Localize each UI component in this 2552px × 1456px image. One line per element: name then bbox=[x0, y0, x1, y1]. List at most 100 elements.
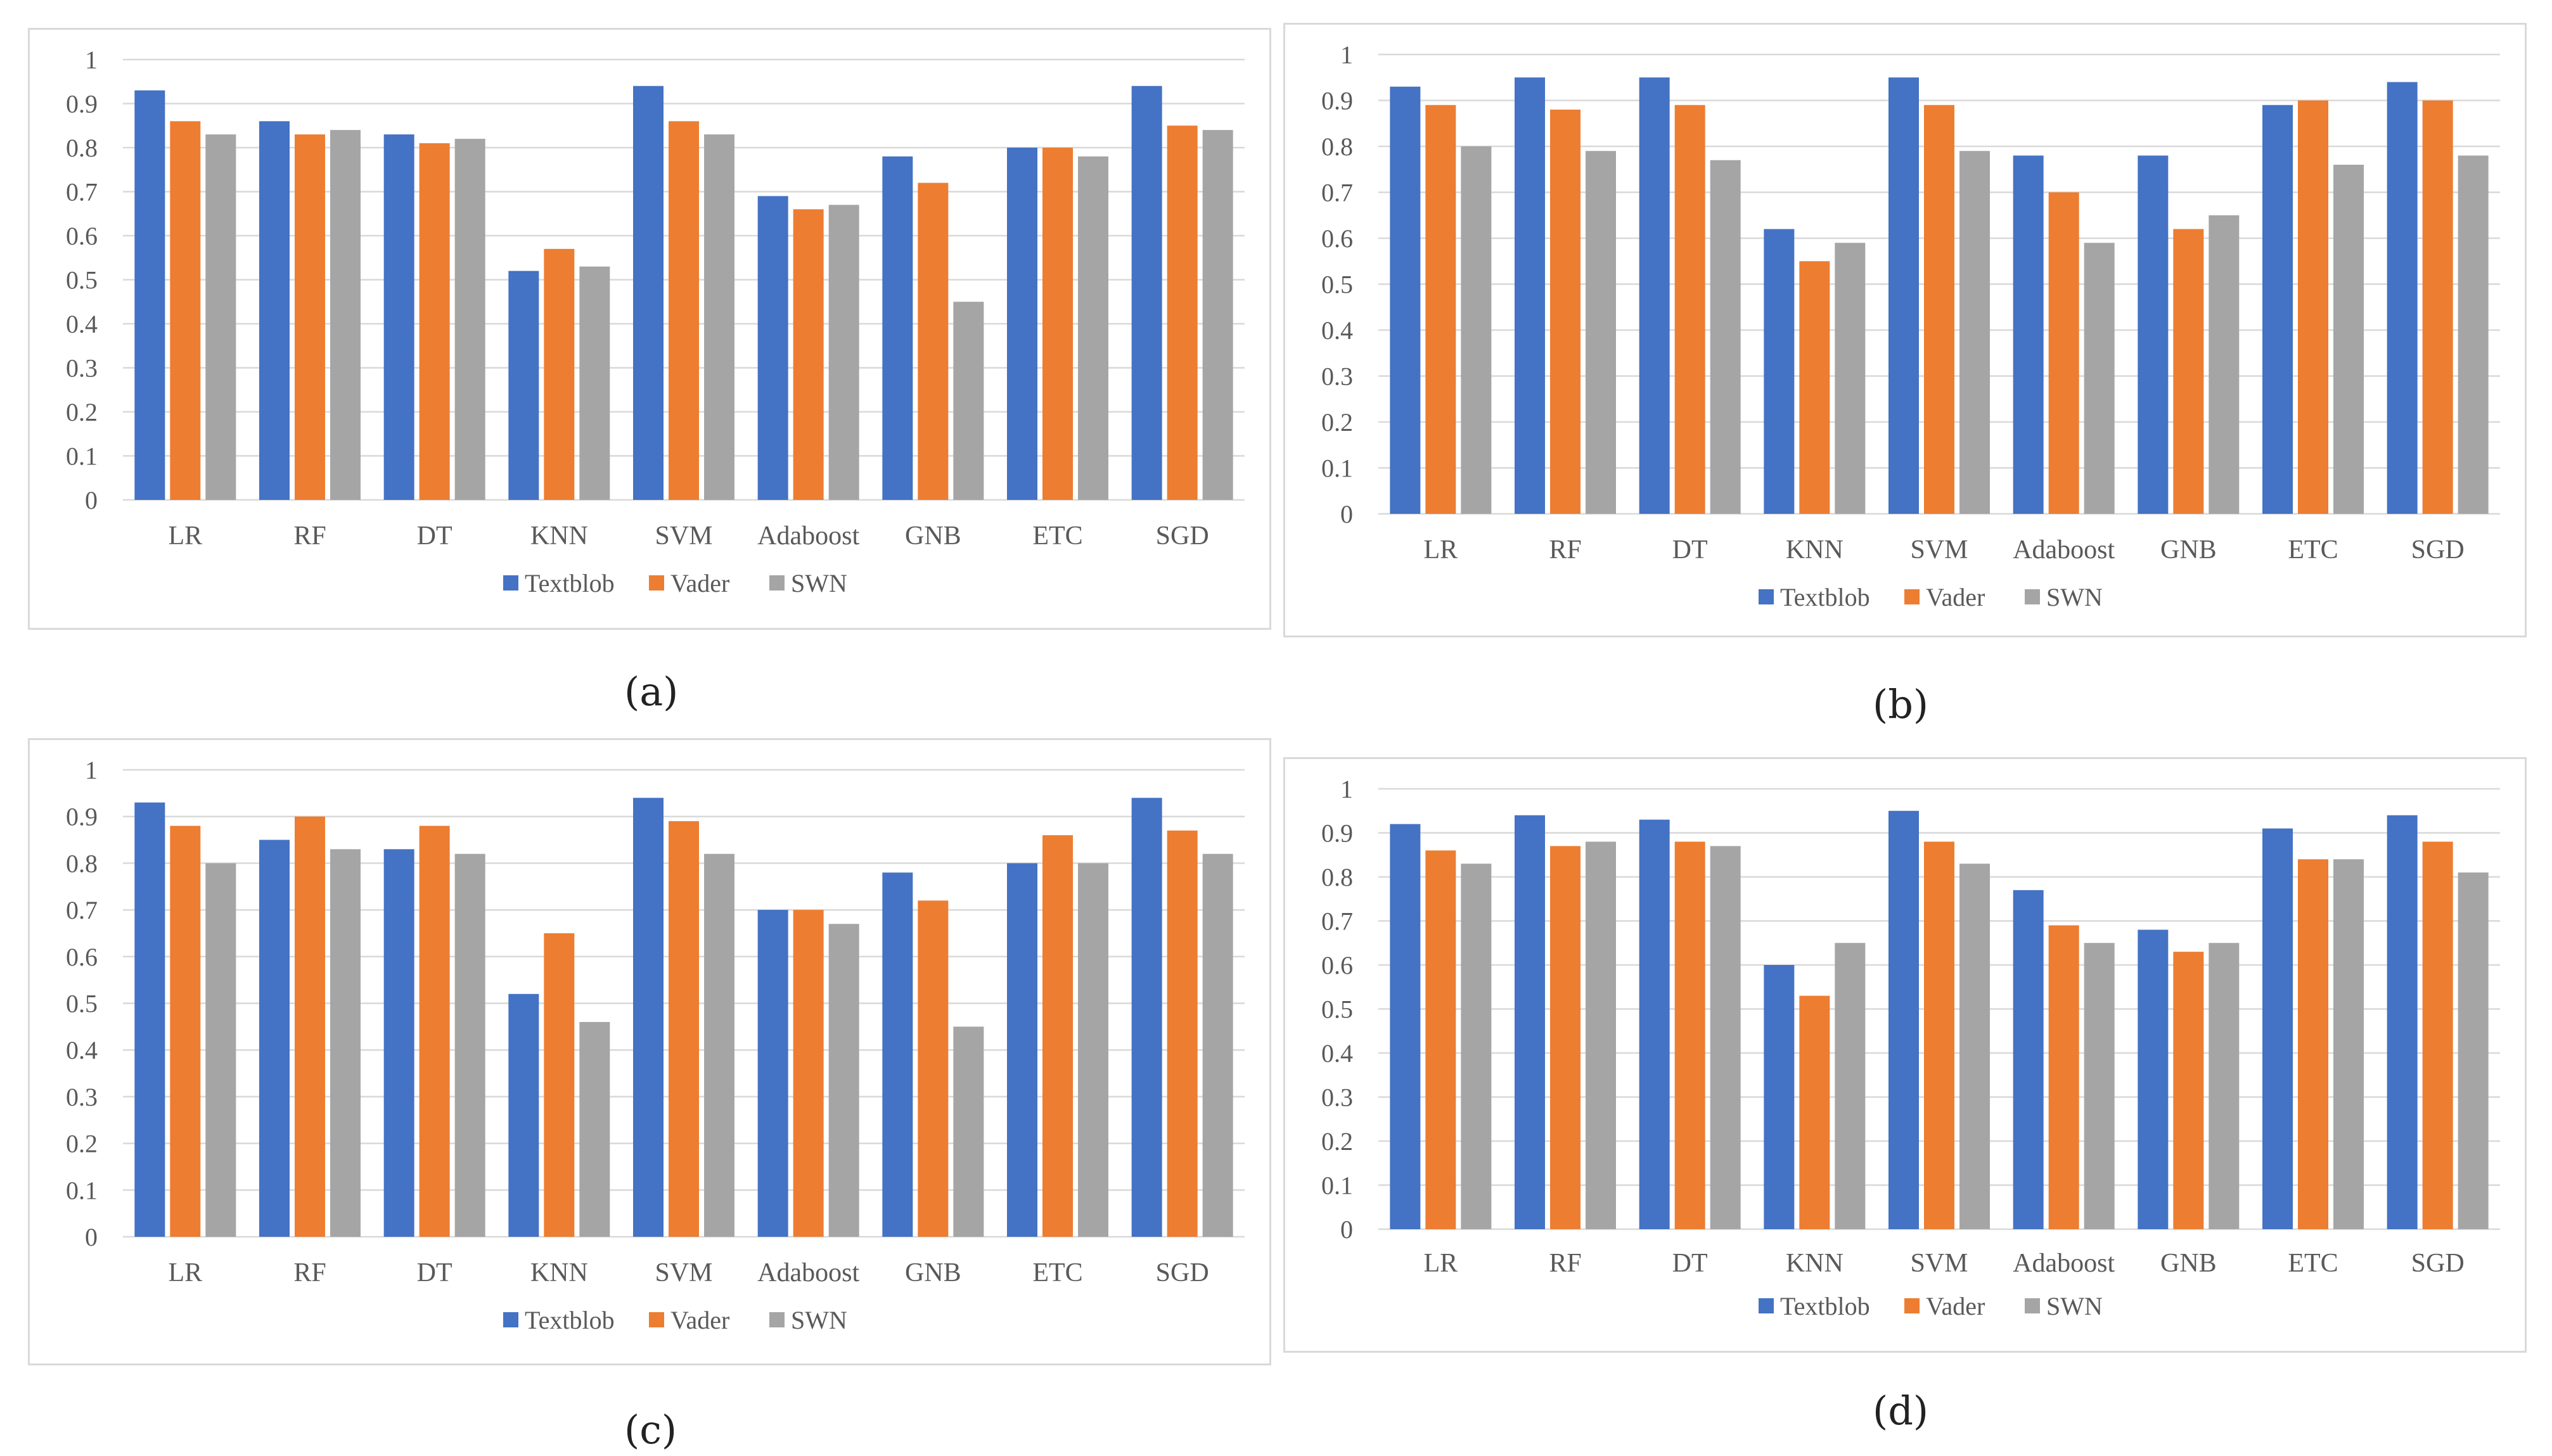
bar-vader-knn bbox=[544, 933, 575, 1237]
legend-swatch-vader bbox=[1904, 1298, 1920, 1313]
legend-swatch-vader bbox=[1904, 589, 1920, 604]
bar-swn-knn bbox=[1835, 943, 1866, 1229]
bar-textblob-svm bbox=[1888, 810, 1919, 1229]
bar-textblob-gnb bbox=[2138, 929, 2169, 1229]
bar-vader-rf bbox=[1550, 846, 1581, 1229]
bar-textblob-rf bbox=[1515, 77, 1545, 514]
bar-chart-b: 0 0.1 0.2 0.3 0.4 0.5 0.6 0.7 0.8 0.9 1 LR RF DT KNN SV… bbox=[1283, 23, 2527, 637]
y-tick-label: 0.9 bbox=[66, 803, 98, 831]
bar-textblob-dt bbox=[383, 849, 414, 1237]
bar-vader-sgd bbox=[1167, 830, 1198, 1237]
y-tick-label: 0.2 bbox=[1321, 1127, 1353, 1156]
y-tick-label: 0.2 bbox=[1321, 408, 1353, 437]
legend-swatch-swn bbox=[769, 1312, 785, 1327]
category-label: Adaboost bbox=[757, 1258, 859, 1287]
bar-vader-dt bbox=[1674, 105, 1705, 514]
legend-label-swn: SWN bbox=[2046, 583, 2103, 611]
bar-swn-sgd bbox=[2458, 872, 2489, 1229]
y-tick-label: 0 bbox=[1340, 500, 1353, 528]
legend-label-vader: Vader bbox=[670, 1306, 729, 1334]
bar-vader-knn bbox=[1799, 261, 1830, 514]
y-tick-label: 0.6 bbox=[66, 222, 98, 250]
y-tick-label: 0.8 bbox=[66, 849, 98, 878]
category-label: SGD bbox=[1156, 521, 1209, 551]
bar-swn-dt bbox=[1710, 846, 1741, 1229]
y-tick-label: 0.1 bbox=[1321, 1172, 1353, 1200]
bar-vader-svm bbox=[669, 121, 699, 501]
legend-swatch-vader bbox=[649, 575, 664, 591]
bar-swn-lr bbox=[205, 134, 236, 500]
bar-vader-etc bbox=[2298, 100, 2328, 514]
category-label: SVM bbox=[1910, 1249, 1968, 1278]
legend-swatch-textblob bbox=[1759, 589, 1774, 604]
bar-vader-svm bbox=[1924, 105, 1954, 514]
bar-vader-rf bbox=[1550, 110, 1581, 514]
y-tick-label: 0.5 bbox=[1321, 271, 1353, 299]
category-label: DT bbox=[417, 1258, 452, 1287]
legend-label-textblob: Textblob bbox=[525, 1306, 615, 1334]
bar-swn-dt bbox=[1710, 160, 1741, 514]
bar-swn-gnb bbox=[2209, 215, 2240, 514]
y-tick-label: 0.3 bbox=[1321, 1083, 1353, 1112]
category-label: RF bbox=[293, 521, 326, 551]
legend-swatch-textblob bbox=[1759, 1298, 1774, 1313]
bar-vader-sgd bbox=[2422, 841, 2453, 1229]
y-tick-label: 0.2 bbox=[66, 398, 98, 426]
legend-label-swn: SWN bbox=[791, 569, 847, 597]
category-label: SGD bbox=[2411, 1249, 2465, 1278]
y-tick-label: 0.8 bbox=[1321, 132, 1353, 161]
bar-textblob-svm bbox=[633, 86, 664, 500]
category-label: KNN bbox=[530, 521, 588, 551]
category-label: DT bbox=[1672, 535, 1708, 565]
bar-textblob-lr bbox=[134, 802, 165, 1237]
bar-swn-adaboost bbox=[2084, 943, 2115, 1229]
category-label: RF bbox=[1549, 535, 1581, 565]
category-label: SGD bbox=[2411, 535, 2465, 565]
y-tick-label: 0.3 bbox=[1321, 362, 1353, 391]
bar-textblob-adaboost bbox=[2013, 155, 2044, 514]
legend-label-textblob: Textblob bbox=[525, 569, 615, 597]
bar-swn-svm bbox=[1959, 151, 1990, 514]
bar-textblob-etc bbox=[1007, 148, 1037, 500]
y-tick-label: 0.5 bbox=[66, 266, 98, 295]
y-tick-label: 0.9 bbox=[66, 90, 98, 118]
bar-swn-rf bbox=[1586, 841, 1616, 1229]
bar-swn-gnb bbox=[953, 1026, 984, 1237]
bar-swn-etc bbox=[1078, 156, 1108, 500]
category-label: KNN bbox=[1786, 1249, 1843, 1278]
bar-vader-lr bbox=[1425, 850, 1456, 1229]
y-tick-label: 0.1 bbox=[1321, 454, 1353, 483]
legend-label-swn: SWN bbox=[791, 1306, 847, 1334]
bar-chart-c: 0 0.1 0.2 0.3 0.4 0.5 0.6 0.7 0.8 0.9 1 LR RF DT KNN SV… bbox=[28, 738, 1271, 1365]
category-label: DT bbox=[417, 521, 452, 551]
category-label: GNB bbox=[905, 521, 961, 551]
bar-textblob-lr bbox=[134, 90, 165, 500]
y-tick-label: 1 bbox=[85, 756, 98, 784]
bar-textblob-adaboost bbox=[757, 196, 788, 500]
chart-panel-d: 0 0.1 0.2 0.3 0.4 0.5 0.6 0.7 0.8 0.9 1 LR RF DT KNN SV… bbox=[1283, 757, 2527, 1353]
y-tick-label: 0.7 bbox=[1321, 907, 1353, 936]
y-tick-label: 0.9 bbox=[1321, 87, 1353, 115]
bar-textblob-gnb bbox=[882, 156, 913, 500]
bar-swn-lr bbox=[1461, 864, 1492, 1229]
bar-swn-lr bbox=[1461, 146, 1492, 514]
legend-label-textblob: Textblob bbox=[1780, 583, 1870, 611]
legend-swatch-swn bbox=[2025, 589, 2040, 604]
y-tick-label: 0.2 bbox=[66, 1130, 98, 1158]
bar-textblob-sgd bbox=[1131, 798, 1162, 1237]
category-label: ETC bbox=[1032, 521, 1082, 551]
y-tick-label: 0.7 bbox=[66, 896, 98, 924]
category-label: SVM bbox=[655, 1258, 712, 1287]
bar-swn-knn bbox=[579, 266, 610, 500]
y-tick-label: 0.6 bbox=[1321, 951, 1353, 980]
bar-swn-knn bbox=[1835, 243, 1866, 514]
bar-chart-a: 0 0.1 0.2 0.3 0.4 0.5 0.6 0.7 0.8 0.9 1 LR RF DT KNN SV… bbox=[28, 28, 1271, 630]
bar-swn-adaboost bbox=[828, 924, 859, 1237]
legend-label-vader: Vader bbox=[670, 569, 729, 597]
y-tick-label: 0.8 bbox=[1321, 863, 1353, 891]
bar-textblob-dt bbox=[1639, 77, 1670, 514]
bar-vader-etc bbox=[1042, 835, 1073, 1237]
category-label: ETC bbox=[2288, 535, 2338, 565]
bar-vader-dt bbox=[419, 143, 450, 501]
bar-textblob-rf bbox=[1515, 815, 1545, 1229]
